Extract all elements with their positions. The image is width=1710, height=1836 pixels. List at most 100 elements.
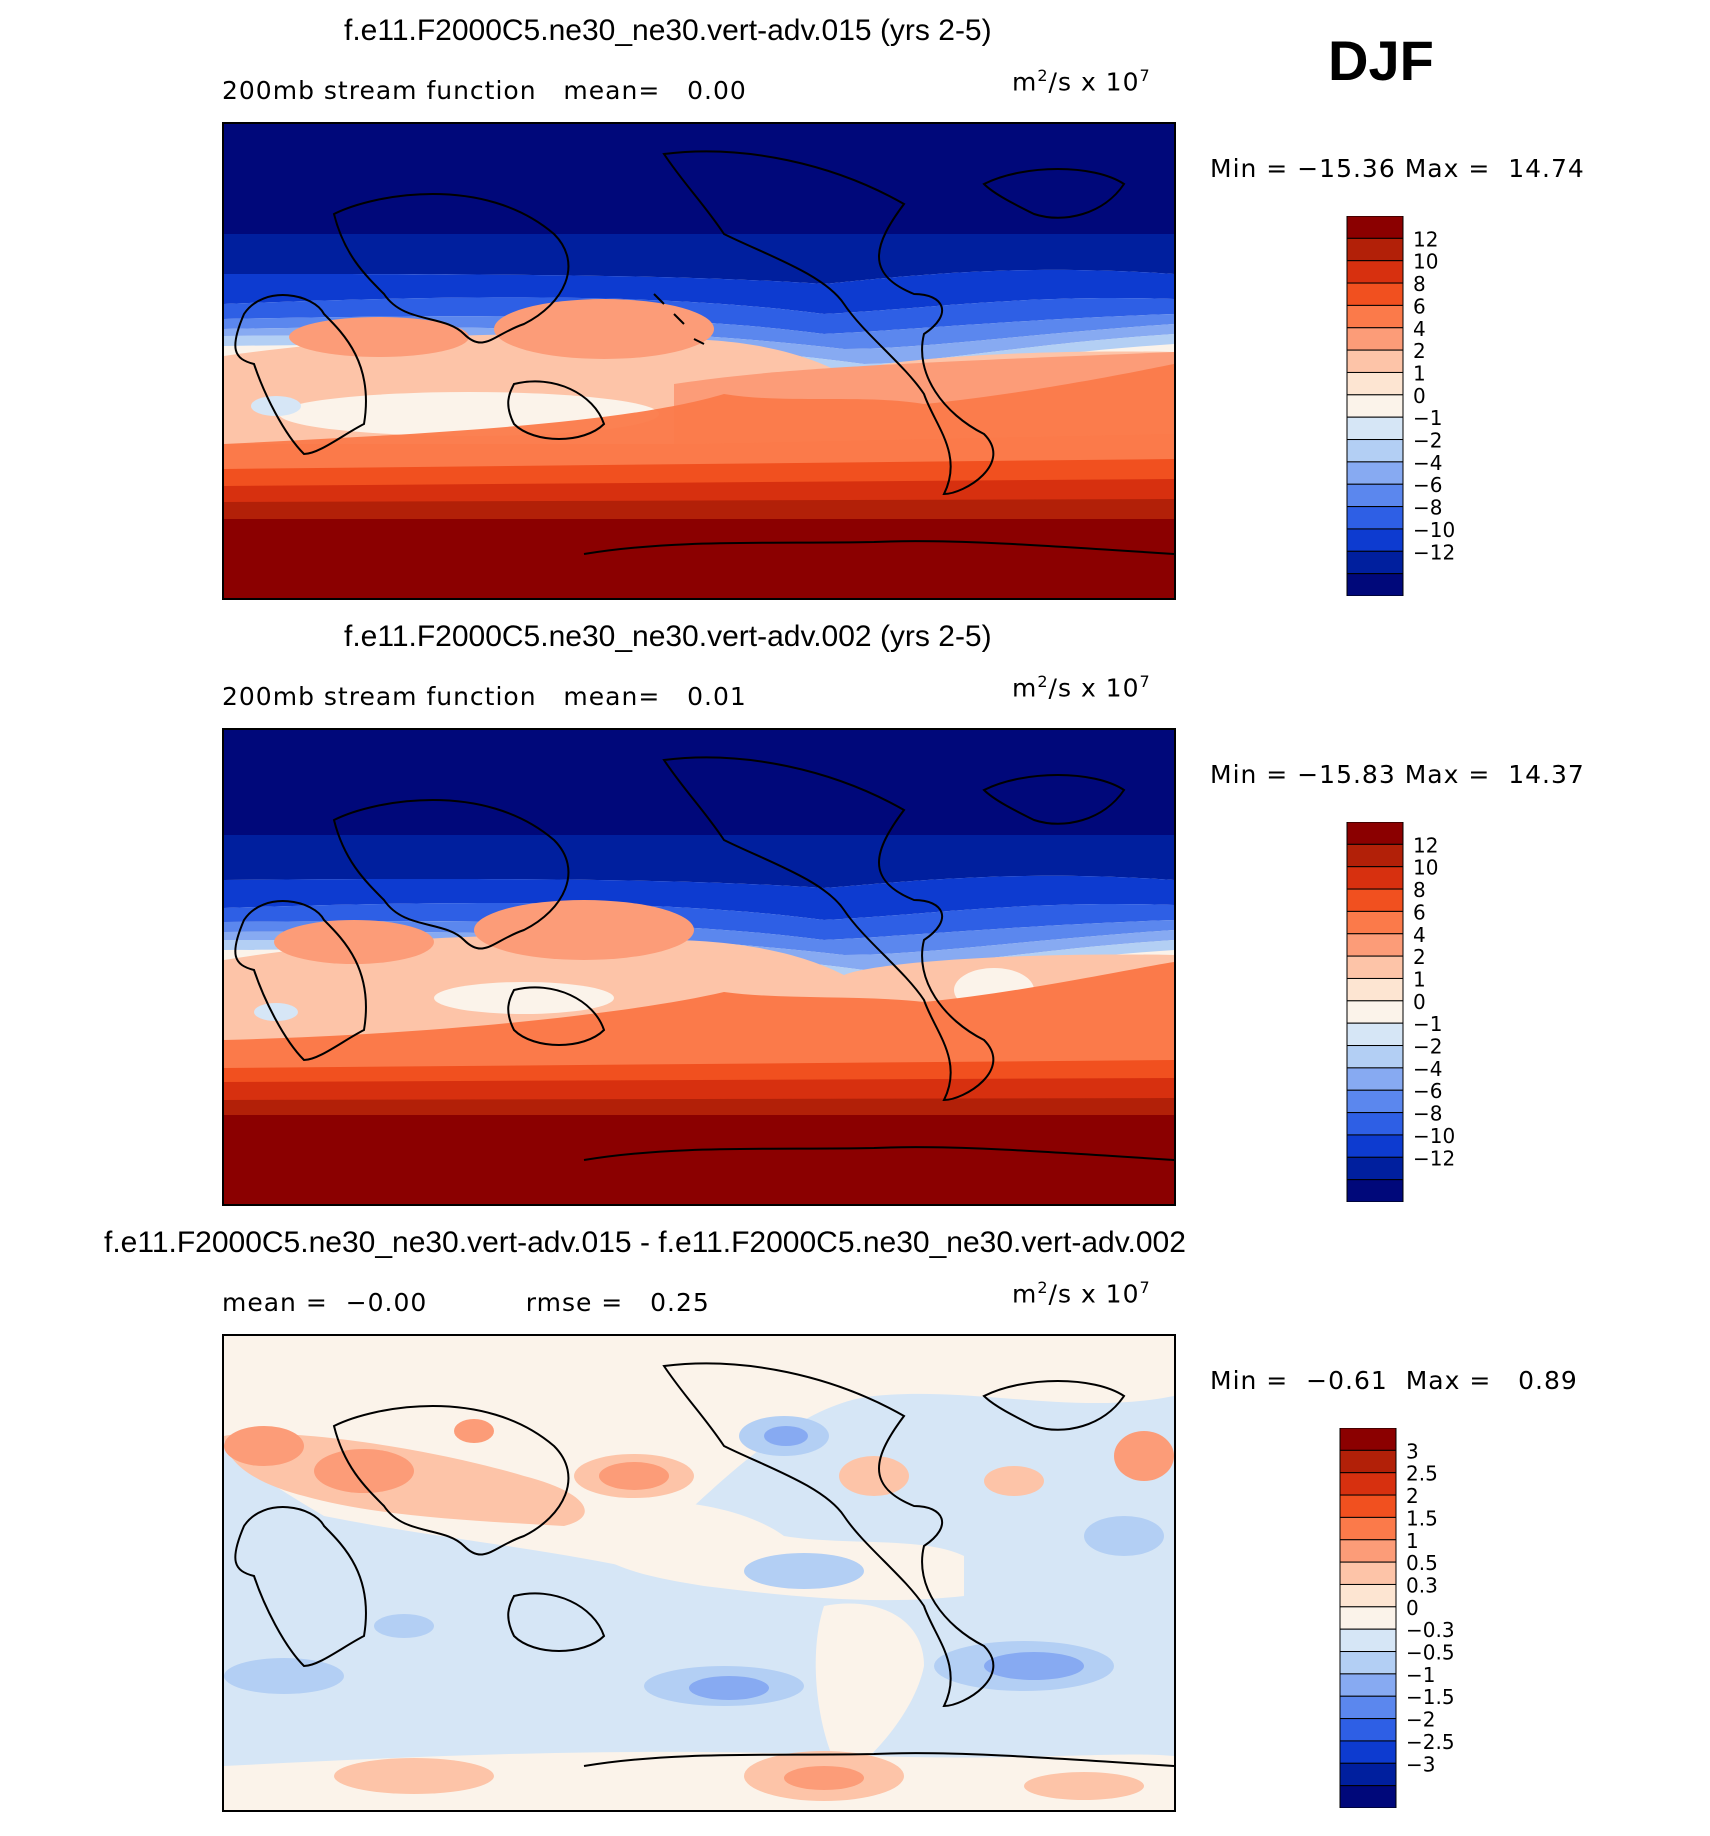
colorbar-swatch xyxy=(1346,821,1404,845)
colorbar-label: −12 xyxy=(1413,540,1455,564)
colorbar-label: 6 xyxy=(1413,900,1426,924)
max-value: 0.89 xyxy=(1518,1366,1578,1395)
max-value: 14.37 xyxy=(1508,760,1585,789)
colorbar-swatch xyxy=(1339,1427,1397,1451)
colorbar-label: −10 xyxy=(1413,1124,1455,1148)
min-label: Min = xyxy=(1210,760,1289,789)
colorbar-swatch xyxy=(1346,1089,1404,1114)
colorbar-svg: 32.521.510.50.30−0.3−0.5−1−1.5−2−2.5−3 xyxy=(1339,1427,1455,1809)
colorbar-swatch xyxy=(1346,977,1404,1002)
colorbar-label: 4 xyxy=(1413,923,1426,947)
colorbar-label: −3 xyxy=(1406,1752,1435,1776)
units-label: m2/s x 107 xyxy=(1012,672,1151,702)
colorbar-label: −10 xyxy=(1413,518,1455,542)
colorbar-swatch xyxy=(1346,528,1404,552)
colorbar-swatch xyxy=(1346,573,1404,597)
colorbar-swatch xyxy=(1346,215,1404,239)
colorbar-swatch xyxy=(1346,349,1404,373)
mean-label: mean= xyxy=(563,76,661,105)
max-label: Max = xyxy=(1404,760,1491,789)
colorbar-swatch xyxy=(1346,933,1404,957)
colorbar-label: −2 xyxy=(1413,1035,1442,1059)
colorbar-swatch xyxy=(1346,550,1404,575)
colorbar-swatch xyxy=(1339,1561,1397,1585)
rmse-label: rmse = xyxy=(525,1288,624,1317)
colorbar-swatch xyxy=(1339,1449,1397,1474)
colorbar-swatch xyxy=(1339,1673,1397,1697)
colorbar-label: −6 xyxy=(1413,1079,1442,1103)
colorbar-swatch xyxy=(1346,394,1404,418)
panel-title: f.e11.F2000C5.ne30_ne30.vert-adv.015 (yr… xyxy=(344,14,992,47)
min-value: −15.36 xyxy=(1297,154,1396,183)
colorbar-swatch xyxy=(1346,483,1404,508)
max-label: Max = xyxy=(1405,1366,1492,1395)
colorbar-label: 1 xyxy=(1406,1529,1419,1553)
colorbar-swatch xyxy=(1339,1472,1397,1496)
colorbar-swatch xyxy=(1346,843,1404,868)
colorbar-swatch xyxy=(1339,1651,1397,1675)
colorbar-label: −0.5 xyxy=(1406,1641,1455,1665)
colorbar-swatch xyxy=(1346,304,1404,329)
colorbar-label: 2 xyxy=(1406,1484,1419,1508)
colorbar-label: 1.5 xyxy=(1406,1506,1438,1530)
colorbar-swatch xyxy=(1346,461,1404,485)
colorbar-swatch xyxy=(1346,260,1404,284)
panel-2: f.e11.F2000C5.ne30_ne30.vert-adv.002 (yr… xyxy=(0,606,1710,1212)
units-base: m xyxy=(1012,1279,1038,1309)
map-plot xyxy=(222,1334,1176,1812)
colorbar-label: 0 xyxy=(1413,384,1426,408)
colorbar-swatch xyxy=(1346,327,1404,351)
colorbar-label: −12 xyxy=(1413,1146,1455,1170)
max-value: 14.74 xyxy=(1508,154,1585,183)
max-label: Max = xyxy=(1404,154,1491,183)
colorbar-swatch xyxy=(1346,866,1404,890)
colorbar-swatch xyxy=(1346,371,1404,396)
colorbar-label: −1 xyxy=(1413,406,1442,430)
panel-subtitle: 200mb stream function mean= 0.01 xyxy=(222,682,747,711)
min-max-label: Min = −15.36 Max = 14.74 xyxy=(1210,154,1585,183)
colorbar-swatch xyxy=(1339,1695,1397,1720)
colorbar-label: 12 xyxy=(1413,833,1438,857)
colorbar-label: 2.5 xyxy=(1406,1462,1438,1486)
colorbar-swatch xyxy=(1346,1112,1404,1136)
panel-subtitle: 200mb stream function mean= 0.00 xyxy=(222,76,747,105)
units-mid: /s x 10 xyxy=(1048,1279,1140,1309)
colorbar-label: −4 xyxy=(1413,451,1442,475)
colorbar: 12 10 8 6 4 2 1 0 −1 −2 −4 −6 −8 −10 −12 xyxy=(1345,215,1545,601)
colorbar-label: 0.5 xyxy=(1406,1551,1438,1575)
colorbar-swatch xyxy=(1346,1179,1404,1203)
variable-label: 200mb stream function xyxy=(222,682,537,711)
mean-value: 0.00 xyxy=(687,76,747,105)
units-base: m xyxy=(1012,67,1038,97)
colorbar-swatch xyxy=(1339,1785,1397,1809)
units-sup: 2 xyxy=(1037,66,1049,85)
colorbar-swatch xyxy=(1339,1583,1397,1608)
difference-map xyxy=(224,1336,1174,1810)
colorbar-swatch xyxy=(1339,1718,1397,1742)
colorbar-swatch xyxy=(1346,1067,1404,1091)
mean-value: 0.01 xyxy=(687,682,747,711)
colorbar-swatch xyxy=(1339,1516,1397,1541)
units-sup: 2 xyxy=(1037,1278,1049,1297)
rmse-value: 0.25 xyxy=(650,1288,710,1317)
colorbar-label: 12 xyxy=(1413,227,1438,251)
min-value: −15.83 xyxy=(1297,760,1396,789)
colorbar-swatch xyxy=(1346,910,1404,935)
mean-value: −0.00 xyxy=(345,1288,428,1317)
colorbar-swatch xyxy=(1339,1539,1397,1563)
colorbar: 12 10 8 6 4 2 1 0 −1 −2 −4 −6 −8 −10 −12 xyxy=(1345,821,1545,1207)
colorbar-label: −8 xyxy=(1413,1102,1442,1126)
colorbar: 3 2.5 2 1.5 1 0.5 0.3 0 −0.3 −0.5 −1 −1.5 −2 −2.5 −3 xyxy=(1338,1427,1538,1813)
colorbar-label: −0.3 xyxy=(1406,1618,1455,1642)
colorbar-swatch xyxy=(1346,439,1404,463)
colorbar-label: −2 xyxy=(1406,1708,1435,1732)
mean-label: mean= xyxy=(563,682,661,711)
min-value: −0.61 xyxy=(1306,1366,1388,1395)
season-label: DJF xyxy=(1328,29,1434,92)
mean-label: mean = xyxy=(222,1288,328,1317)
colorbar-label: −1.5 xyxy=(1406,1685,1455,1709)
colorbar-label: 8 xyxy=(1413,878,1426,902)
colorbar-swatch xyxy=(1346,1156,1404,1181)
colorbar-swatch xyxy=(1346,1022,1404,1047)
